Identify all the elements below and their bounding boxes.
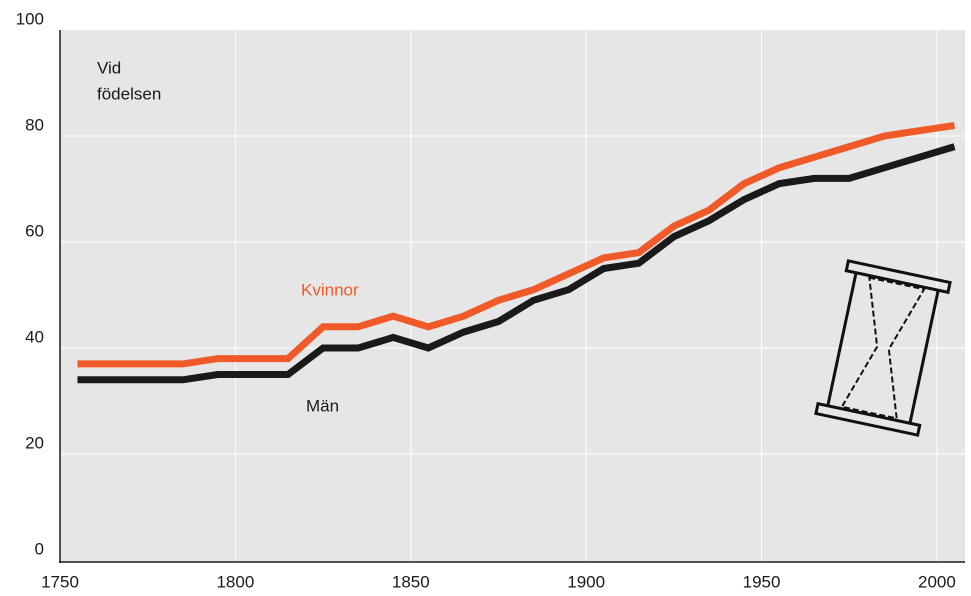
lines xyxy=(77,121,956,384)
x-tick-label: 2000 xyxy=(918,572,956,591)
x-tick-label: 1850 xyxy=(392,572,430,591)
labels: 0 20 40 60 80 100 1750 1800 1850 1900 1950 2000 Kvin… xyxy=(16,9,956,591)
y-tick-label: 100 xyxy=(16,9,44,28)
x-tick-label: 1900 xyxy=(567,572,605,591)
grid xyxy=(60,30,965,562)
y-tick-label: 40 xyxy=(25,327,44,346)
y-tick-label: 20 xyxy=(25,433,44,452)
series-label: Kvinnor xyxy=(301,280,359,299)
x-tick-label: 1750 xyxy=(41,572,79,591)
hourglass-icon xyxy=(814,259,952,437)
y-tick-label: 80 xyxy=(25,115,44,134)
y-tick-label: 60 xyxy=(25,221,44,240)
series-line xyxy=(77,121,956,368)
x-tick-label: 1800 xyxy=(216,572,254,591)
annotation: födelsen xyxy=(97,84,161,103)
series-label: Män xyxy=(306,396,339,415)
x-tick-label: 1950 xyxy=(743,572,781,591)
y-tick-label: 0 xyxy=(35,539,44,558)
annotation: Vid xyxy=(97,58,121,77)
series-line xyxy=(77,143,956,384)
